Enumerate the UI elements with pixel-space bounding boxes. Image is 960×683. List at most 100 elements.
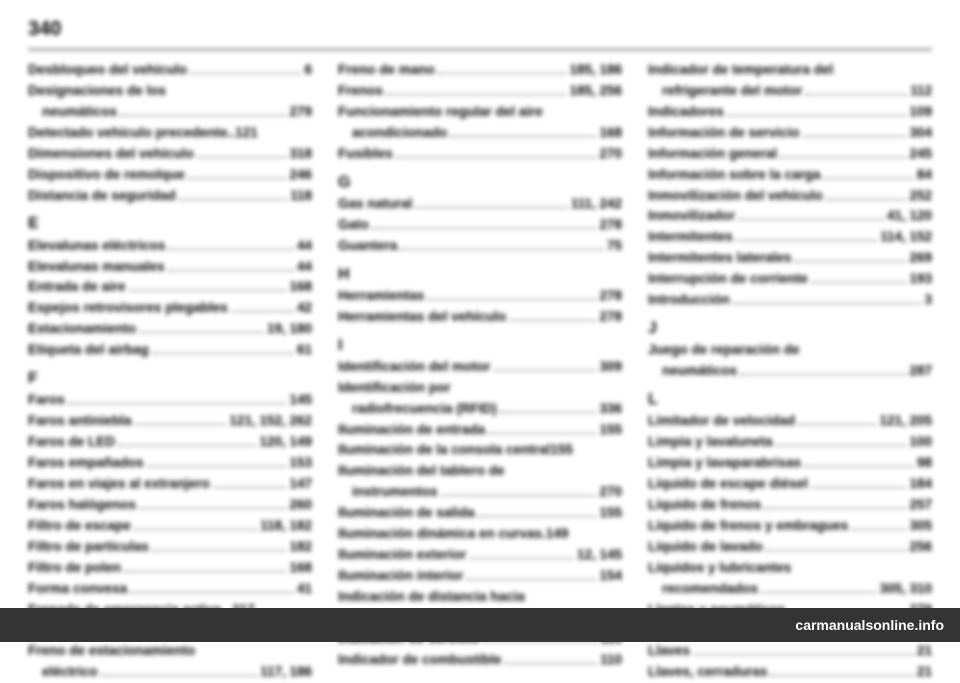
entry-label: Iluminación de entrada	[338, 420, 485, 441]
index-entry: Identificación del motor309	[338, 357, 622, 378]
entry-page: 117, 186	[260, 662, 312, 683]
leader-dots	[761, 590, 876, 593]
index-entry: recomendados 305, 310	[648, 579, 932, 600]
entry-label: Faros en viajes al extranjero	[28, 474, 210, 495]
entry-label: Filtro de partículas	[28, 537, 149, 558]
entry-label: Iluminación dinámica en curvas.	[338, 524, 546, 545]
index-entry: acondicionado168	[338, 123, 622, 144]
entry-page: 155	[599, 420, 622, 441]
entry-label: Detectado vehículo precedente..	[28, 123, 235, 144]
leader-dots	[466, 577, 596, 580]
entry-page: 287	[909, 361, 932, 382]
entry-page: 75	[607, 236, 622, 257]
leader-dots	[811, 485, 907, 488]
entry-label: Herramientas	[338, 286, 424, 307]
entry-page: 185, 186	[569, 60, 622, 81]
leader-dots	[135, 423, 227, 426]
entry-label: Indicadores	[648, 102, 724, 123]
index-entry: Espejos retrovisores plegables42	[28, 298, 312, 319]
leader-dots	[441, 494, 597, 497]
entry-page: 305	[909, 516, 932, 537]
index-entry: Líquido de frenos257	[648, 495, 932, 516]
index-entry: Faros145	[28, 390, 312, 411]
leader-dots	[826, 197, 907, 200]
leader-dots	[147, 464, 287, 467]
index-entry: Estacionamiento19, 180	[28, 319, 312, 340]
entry-page: 149	[546, 524, 569, 545]
entry-label: Elevalunas manuales	[28, 257, 165, 278]
entry-label: Líquidos y lubricantes	[648, 558, 791, 579]
entry-page: 118, 182	[260, 516, 312, 537]
leader-dots	[427, 297, 596, 300]
index-entry: Información de servicio304	[648, 123, 932, 144]
entry-page: 185, 256	[569, 81, 622, 102]
leader-dots	[824, 176, 914, 179]
leader-dots	[168, 268, 294, 271]
divider	[28, 49, 932, 50]
entry-label: Intermitentes laterales	[648, 248, 791, 269]
index-entry: Iluminación de la consola central 155	[338, 440, 622, 461]
index-entry: refrigerante del motor112	[648, 81, 932, 102]
entry-label: Gato	[338, 215, 369, 236]
entry-page: 168	[289, 277, 312, 298]
entry-label: Etiqueta del airbag	[28, 340, 149, 361]
entry-label: Indicador de temperatura del	[648, 60, 833, 81]
entry-page: 111, 242	[571, 194, 622, 215]
entry-page: 42	[297, 298, 312, 319]
index-entry: Iluminación interior 154	[338, 566, 622, 587]
index-entry: Faros de LED120, 149	[28, 432, 312, 453]
leader-dots	[386, 92, 566, 95]
index-entry: Dispositivo de remolque246	[28, 165, 312, 186]
leader-dots	[68, 402, 287, 405]
leader-dots	[509, 318, 596, 321]
index-entry: Guantera75	[338, 236, 622, 257]
index-entry: Iluminación de entrada 155	[338, 420, 622, 441]
entry-page: 121	[235, 123, 258, 144]
entry-label: Iluminación de la consola central	[338, 440, 550, 461]
entry-label: Faros empañados	[28, 453, 144, 474]
entry-label: recomendados	[648, 579, 758, 600]
entry-label: Forma convexa	[28, 579, 127, 600]
entry-page: 21	[917, 662, 932, 683]
index-entry: Inmovilizador41, 120	[648, 206, 932, 227]
index-entry: Frenos185, 256	[338, 81, 622, 102]
leader-dots	[118, 444, 256, 447]
leader-dots	[415, 205, 568, 208]
leader-dots	[803, 134, 907, 137]
leader-dots	[770, 674, 914, 677]
entry-label: Iluminación interior	[338, 566, 463, 587]
leader-dots	[493, 368, 596, 371]
entry-label: Identificación del motor	[338, 357, 490, 378]
section-letter: F	[28, 369, 312, 388]
entry-label: Filtro de polen	[28, 558, 121, 579]
entry-label: acondicionado	[338, 123, 447, 144]
index-column: Freno de mano185, 186Frenos185, 256Funci…	[338, 60, 622, 683]
entry-label: Líquido de frenos	[648, 495, 761, 516]
entry-page: 121, 152, 262	[229, 411, 312, 432]
index-entry: Introducción3	[648, 290, 932, 311]
entry-label: Interrupción de corriente	[648, 269, 808, 290]
entry-page: 184	[909, 474, 932, 495]
index-entry: Designaciones de los	[28, 81, 312, 102]
entry-page: 278	[599, 286, 622, 307]
leader-dots	[101, 674, 258, 677]
index-column: Desbloqueo del vehículo6Designaciones de…	[28, 60, 312, 683]
entry-page: 61	[297, 340, 312, 361]
index-entry: Etiqueta del airbag 61	[28, 340, 312, 361]
index-entry: eléctrico117, 186	[28, 662, 312, 683]
index-entry: Iluminación dinámica en curvas. 149	[338, 524, 622, 545]
entry-page: 318	[289, 144, 312, 165]
leader-dots	[213, 485, 287, 488]
entry-label: Distancia de seguridad	[28, 186, 176, 207]
entry-page: 154	[599, 566, 622, 587]
entry-label: Indicación de distancia hacia	[338, 587, 525, 608]
entry-page: 155	[599, 503, 622, 524]
index-entry: Herramientas 278	[338, 286, 622, 307]
entry-label: Líquido de escape diésel	[648, 474, 808, 495]
index-entry: Entrada de aire168	[28, 277, 312, 298]
index-entry: Indicador de temperatura del	[648, 60, 932, 81]
footer: carmanualsonline.info	[0, 608, 960, 642]
entry-page: 305, 310	[879, 579, 932, 600]
entry-label: Faros	[28, 390, 65, 411]
leader-dots	[727, 113, 907, 116]
